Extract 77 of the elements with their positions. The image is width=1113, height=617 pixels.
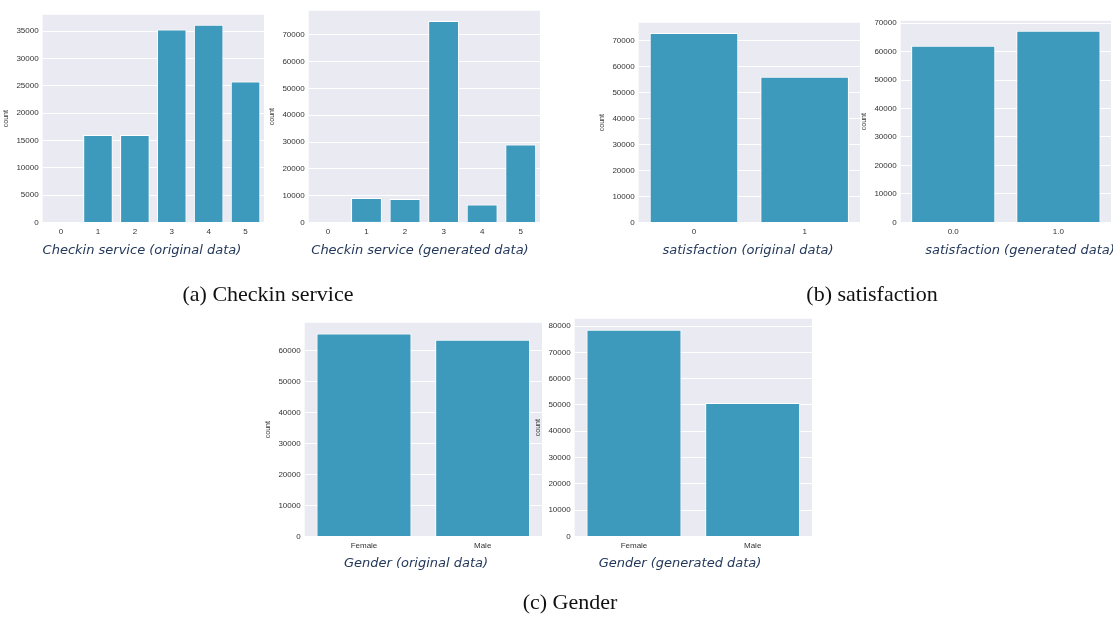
y-tick-label: 50000 (612, 87, 636, 97)
x-tick-label: Female (350, 541, 378, 551)
y-tick-label: 80000 (548, 321, 572, 331)
y-tick-label: 40000 (874, 103, 898, 113)
x-tick-label: 0 (691, 227, 697, 237)
y-tick-label: 30000 (548, 452, 572, 462)
y-tick-label: 20000 (874, 160, 898, 170)
text: (b) satisfaction (806, 281, 938, 307)
x-tick-label: 2 (132, 227, 138, 237)
x-tick-label: 5 (518, 227, 524, 237)
x-tick-label: 0.0 (947, 227, 960, 237)
y-tick-label: 0 (296, 531, 302, 541)
text: (c) Gender (522, 589, 618, 615)
y-tick-label: 70000 (874, 18, 898, 28)
x-axis-title: satisfaction (original data) (662, 242, 834, 257)
text: (a) Checkin service (182, 281, 354, 307)
y-tick-label: 20000 (548, 479, 572, 489)
y-tick-label: 10000 (612, 191, 636, 201)
y-tick-label: 10000 (282, 190, 306, 200)
y-tick-label: 30000 (612, 139, 636, 149)
x-tick-label: Male (743, 541, 762, 551)
y-tick-label: 0 (630, 217, 636, 227)
y-tick-label: 60000 (282, 56, 306, 66)
x-axis-title: Checkin service (original data) (42, 242, 242, 257)
x-tick-label: 5 (243, 227, 249, 237)
x-tick-label: 1.0 (1052, 227, 1065, 237)
x-tick-label: 4 (479, 227, 485, 237)
y-tick-label: 0 (300, 217, 306, 227)
x-tick-label: 3 (441, 227, 447, 237)
y-tick-label: 70000 (612, 36, 636, 46)
y-tick-label: 30000 (874, 132, 898, 142)
y-tick-label: 60000 (612, 62, 636, 72)
x-axis-title: Gender (generated data) (598, 555, 762, 570)
y-tick-label: 40000 (278, 407, 302, 417)
x-tick-label: 4 (206, 227, 212, 237)
y-tick-label: 40000 (548, 426, 572, 436)
y-tick-label: 40000 (612, 113, 636, 123)
y-tick-label: 10000 (278, 500, 302, 510)
x-tick-label: 0 (58, 227, 64, 237)
y-tick-label: 50000 (282, 83, 306, 93)
y-tick-label: 50000 (278, 377, 302, 387)
y-tick-label: 30000 (278, 438, 302, 448)
x-tick-label: 0 (325, 227, 331, 237)
y-tick-label: 70000 (282, 30, 306, 40)
x-tick-label: 1 (95, 227, 101, 237)
y-tick-label: 30000 (282, 137, 306, 147)
y-tick-label: 20000 (282, 164, 306, 174)
x-axis-title: Gender (original data) (343, 555, 489, 570)
y-tick-label: 0 (892, 217, 898, 227)
y-tick-label: 60000 (874, 46, 898, 56)
x-tick-label: 3 (169, 227, 175, 237)
y-tick-label: 35000 (16, 26, 40, 36)
y-tick-label: 70000 (548, 347, 572, 357)
y-tick-label: 25000 (16, 81, 40, 91)
y-tick-label: 50000 (874, 75, 898, 85)
y-tick-label: 20000 (278, 469, 302, 479)
y-tick-label: 0 (34, 217, 40, 227)
y-tick-label: 60000 (548, 373, 572, 383)
y-tick-label: 10000 (548, 505, 572, 515)
x-tick-label: 2 (402, 227, 408, 237)
y-tick-label: 10000 (16, 162, 40, 172)
x-tick-label: 1 (364, 227, 370, 237)
x-tick-label: Male (473, 541, 492, 551)
y-tick-label: 50000 (548, 400, 572, 410)
y-tick-label: 5000 (20, 190, 40, 200)
y-tick-label: 40000 (282, 110, 306, 120)
x-axis-title: satisfaction (generated data) (925, 242, 1113, 257)
x-tick-label: 1 (802, 227, 808, 237)
x-axis-title: Checkin service (generated data) (311, 242, 529, 257)
y-tick-label: 60000 (278, 346, 302, 356)
y-tick-label: 0 (566, 531, 572, 541)
y-tick-label: 20000 (16, 108, 40, 118)
y-tick-label: 15000 (16, 135, 40, 145)
y-tick-label: 20000 (612, 165, 636, 175)
y-tick-label: 30000 (16, 53, 40, 63)
x-tick-label: Female (620, 541, 648, 551)
y-tick-label: 10000 (874, 189, 898, 199)
